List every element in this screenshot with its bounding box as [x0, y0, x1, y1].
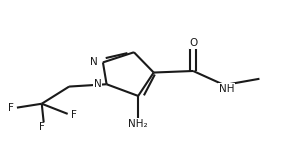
Text: F: F [8, 103, 14, 113]
Text: O: O [189, 38, 197, 48]
Text: NH₂: NH₂ [128, 119, 148, 129]
Text: N: N [94, 79, 102, 89]
Text: NH: NH [219, 84, 234, 94]
Text: F: F [39, 122, 45, 132]
Text: F: F [71, 110, 77, 120]
Text: N: N [90, 57, 98, 67]
